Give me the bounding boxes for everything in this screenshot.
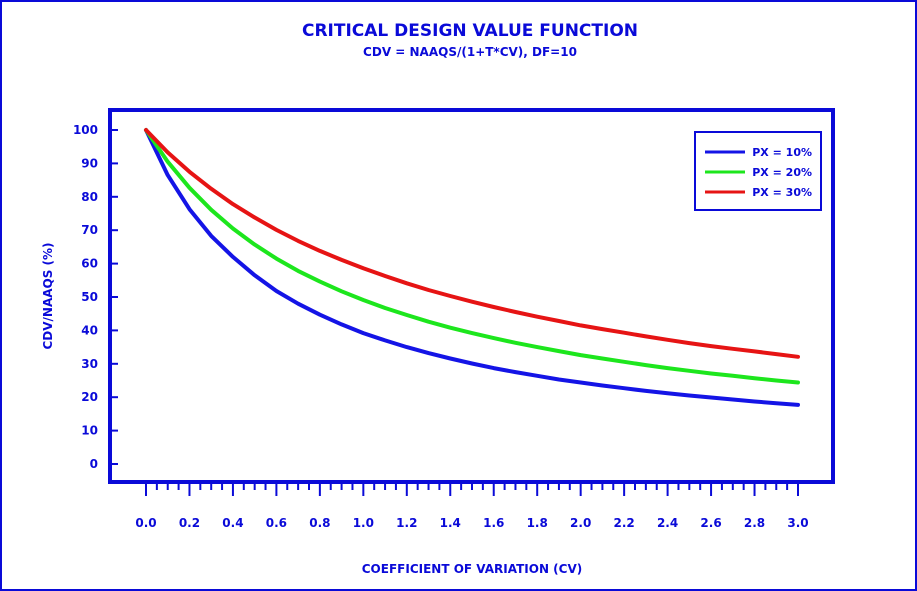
series-line-1	[144, 128, 800, 407]
y-tick-label: 10	[81, 424, 98, 438]
legend-label: PX = 20%	[752, 166, 812, 179]
x-tick-label: 1.8	[527, 516, 548, 530]
y-tick-label: 90	[81, 156, 98, 170]
y-tick-label: 20	[81, 390, 98, 404]
y-tick-label: 100	[73, 123, 98, 137]
x-tick-label: 0.0	[135, 516, 156, 530]
x-tick-label: 3.0	[787, 516, 808, 530]
y-axis: 0 10 20 30 40 50 60 70 80 90 100	[73, 123, 118, 471]
x-tick-label: 1.4	[440, 516, 461, 530]
series-line-2	[144, 128, 800, 385]
x-axis-label: COEFFICIENT OF VARIATION (CV)	[362, 562, 582, 576]
x-tick-label: 2.4	[657, 516, 678, 530]
legend-label: PX = 30%	[752, 186, 812, 199]
chart-subtitle: CDV = NAAQS/(1+T*CV), DF=10	[363, 45, 577, 59]
x-tick-label: 2.8	[744, 516, 765, 530]
x-tick-label: 2.0	[570, 516, 591, 530]
x-tick-label: 0.4	[222, 516, 243, 530]
y-tick-label: 70	[81, 223, 98, 237]
x-tick-label: 1.0	[353, 516, 374, 530]
x-tick-label: 2.6	[700, 516, 721, 530]
x-tick-label: 0.6	[266, 516, 287, 530]
series-lines	[144, 128, 800, 407]
y-tick-label: 30	[81, 357, 98, 371]
x-tick-label: 1.2	[396, 516, 417, 530]
y-tick-label: 40	[81, 323, 98, 337]
legend-label: PX = 10%	[752, 146, 812, 159]
y-tick-label: 80	[81, 190, 98, 204]
x-axis: 0.0 0.2 0.4 0.6 0.8 1.0 1.2 1.4 1.6 1.8 2.0 2.2 2.4 2…	[135, 482, 809, 530]
x-tick-label: 1.6	[483, 516, 504, 530]
y-axis-label: CDV/NAAQS (%)	[41, 242, 55, 349]
x-tick-label: 2.2	[614, 516, 635, 530]
chart-title: CRITICAL DESIGN VALUE FUNCTION	[302, 21, 638, 41]
y-tick-label: 0	[90, 457, 98, 471]
series-line-3	[144, 128, 800, 359]
y-tick-label: 50	[81, 290, 98, 304]
y-tick-label: 60	[81, 257, 98, 271]
x-tick-label: 0.2	[179, 516, 200, 530]
legend: PX = 10% PX = 20% PX = 30%	[694, 131, 822, 211]
x-tick-label: 0.8	[309, 516, 330, 530]
